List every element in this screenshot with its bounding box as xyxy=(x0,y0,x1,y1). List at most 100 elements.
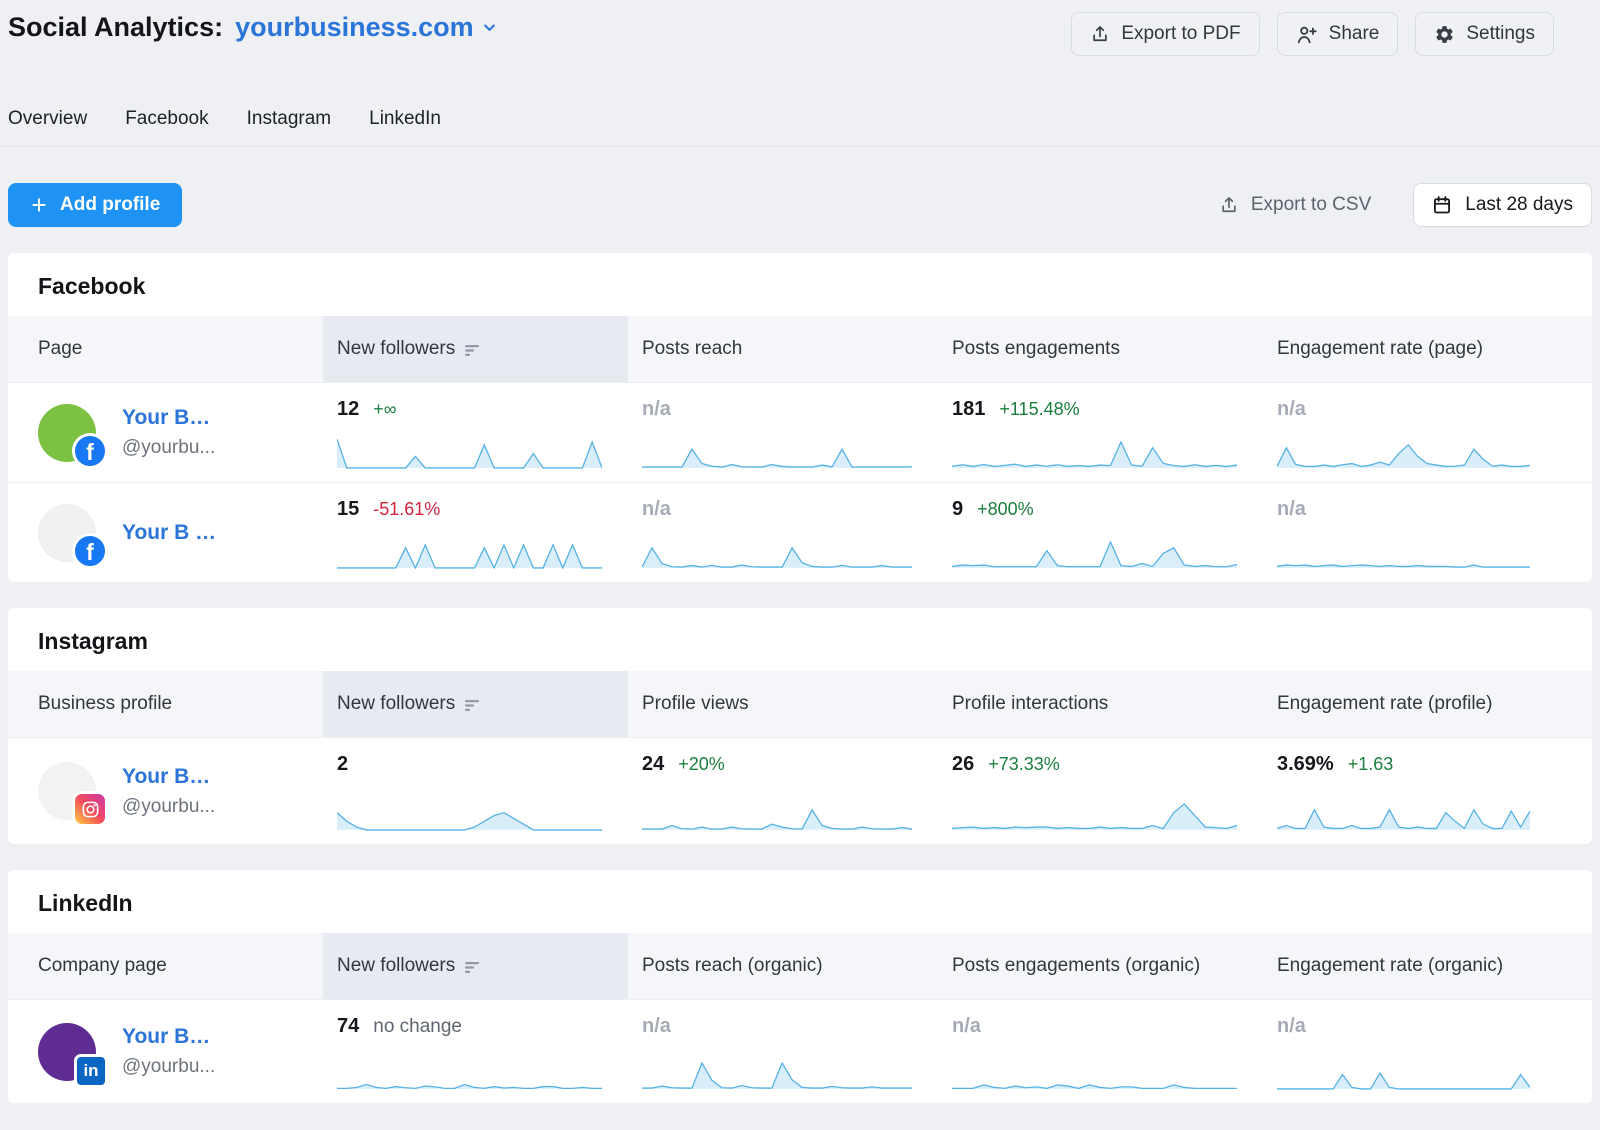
upload-icon xyxy=(1219,195,1239,215)
metric-delta: +73.33% xyxy=(988,754,1060,775)
column-header-label: New followers xyxy=(337,955,455,977)
column-header-profile-views[interactable]: Profile views xyxy=(628,671,938,737)
app-title: Social Analytics: xyxy=(8,12,223,43)
sparkline xyxy=(1277,799,1530,831)
metric-cell: 15-51.61% xyxy=(323,483,628,582)
column-header-label: Posts engagements xyxy=(952,338,1120,360)
sparkline-chart xyxy=(952,799,1237,831)
sparkline-chart xyxy=(1277,1058,1530,1090)
toolbar-right: Export to CSV Last 28 days xyxy=(1219,183,1592,227)
sort-descending-icon xyxy=(465,961,481,974)
column-header-label: Posts reach xyxy=(642,338,742,360)
profile-handle: @yourbu... xyxy=(122,437,215,459)
metric-cell: n/a xyxy=(628,1000,938,1103)
column-header-new-followers[interactable]: New followers xyxy=(323,316,628,382)
sparkline xyxy=(337,799,602,831)
metric-cell: 12+∞ xyxy=(323,383,628,482)
sparkline-chart xyxy=(1277,799,1530,831)
sparkline xyxy=(642,1058,912,1090)
profile-name-link[interactable]: Your B… xyxy=(122,1025,215,1049)
metric-cell: n/a xyxy=(628,483,938,582)
metric-value: n/a xyxy=(1277,1015,1306,1038)
metric-value: 3.69% xyxy=(1277,753,1334,776)
column-header-business-profile[interactable]: Business profile xyxy=(8,671,323,737)
column-header-new-followers[interactable]: New followers xyxy=(323,671,628,737)
export-pdf-button[interactable]: Export to PDF xyxy=(1071,12,1259,56)
metric-header: 2 xyxy=(337,753,602,780)
column-header-posts-engagements[interactable]: Posts engagements xyxy=(938,316,1263,382)
metric-header: n/a xyxy=(1277,1015,1530,1042)
column-header-label: New followers xyxy=(337,338,455,360)
project-name: yourbusiness.com xyxy=(235,12,474,43)
sparkline xyxy=(1277,437,1530,469)
tab-facebook[interactable]: Facebook xyxy=(125,106,208,132)
sparkline xyxy=(952,1058,1237,1090)
sparkline xyxy=(952,537,1237,569)
metric-value: n/a xyxy=(642,398,671,421)
sparkline xyxy=(1277,1058,1530,1090)
metric-header: 9+800% xyxy=(952,498,1237,525)
sparkline xyxy=(337,1058,602,1090)
column-header-new-followers[interactable]: New followers xyxy=(323,933,628,999)
column-header-label: Engagement rate (profile) xyxy=(1277,693,1492,715)
tab-linkedin[interactable]: LinkedIn xyxy=(369,106,441,132)
section-title: Instagram xyxy=(8,608,1592,671)
metric-header: n/a xyxy=(642,1015,912,1042)
tab-divider xyxy=(0,146,1600,147)
settings-button[interactable]: Settings xyxy=(1415,12,1554,56)
column-header-page[interactable]: Page xyxy=(8,316,323,382)
sparkline-chart xyxy=(952,1058,1237,1090)
column-header-posts-reach[interactable]: Posts reach xyxy=(628,316,938,382)
tab-instagram[interactable]: Instagram xyxy=(247,106,331,132)
avatar xyxy=(38,762,96,820)
metric-header: n/a xyxy=(1277,398,1530,425)
column-header-company-page[interactable]: Company page xyxy=(8,933,323,999)
export-csv-button[interactable]: Export to CSV xyxy=(1219,194,1371,216)
profile-name-link[interactable]: Your B… xyxy=(122,765,215,789)
metric-cell: 2 xyxy=(323,738,628,844)
linkedin-section: LinkedInCompany page New followers Posts r… xyxy=(8,870,1592,1103)
metric-value: 181 xyxy=(952,398,985,421)
metric-cell: 26+73.33% xyxy=(938,738,1263,844)
calendar-icon xyxy=(1432,195,1452,215)
sparkline xyxy=(1277,537,1530,569)
sparkline xyxy=(642,799,912,831)
add-profile-button[interactable]: Add profile xyxy=(8,183,182,227)
section-title: LinkedIn xyxy=(8,870,1592,933)
sparkline xyxy=(337,437,602,469)
table-row: fYour B…@yourbu...12+∞n/a181+115.48%n/a xyxy=(8,382,1592,482)
tab-overview[interactable]: Overview xyxy=(8,106,87,132)
table-row: Your B… @yourbu... 2 24+20% 26+73.33% 3.69%+1… xyxy=(8,737,1592,844)
instagram-icon xyxy=(72,791,108,827)
header-actions: Export to PDF Share Settings xyxy=(1071,12,1554,56)
column-header-posts-reach-organic[interactable]: Posts reach (organic) xyxy=(628,933,938,999)
metric-header: 3.69%+1.63 xyxy=(1277,753,1530,780)
chevron-down-icon xyxy=(480,18,499,37)
metric-header: n/a xyxy=(952,1015,1237,1042)
sparkline-chart xyxy=(337,1058,602,1090)
metric-value: 74 xyxy=(337,1015,359,1038)
column-header-engagement-rate-organic[interactable]: Engagement rate (organic) xyxy=(1263,933,1592,999)
column-header-profile-interactions[interactable]: Profile interactions xyxy=(938,671,1263,737)
column-header-posts-engagements-organic[interactable]: Posts engagements (organic) xyxy=(938,933,1263,999)
metric-header: 26+73.33% xyxy=(952,753,1237,780)
metric-delta: +800% xyxy=(977,499,1034,520)
metric-cell: 24+20% xyxy=(628,738,938,844)
profile-handle: @yourbu... xyxy=(122,796,215,818)
project-selector[interactable]: yourbusiness.com xyxy=(235,12,499,43)
metric-value: n/a xyxy=(1277,398,1306,421)
instagram-section: InstagramBusiness profileNew followersPr… xyxy=(8,608,1592,844)
page-title: Social Analytics: yourbusiness.com xyxy=(8,12,499,43)
profile-name-link[interactable]: Your B … xyxy=(122,521,216,545)
column-header-engagement-rate-page[interactable]: Engagement rate (page) xyxy=(1263,316,1592,382)
profile-name-link[interactable]: Your B… xyxy=(122,406,215,430)
profile-cell: fYour B…@yourbu... xyxy=(8,383,323,482)
sort-descending-icon xyxy=(465,699,481,712)
column-header-engagement-rate-profile[interactable]: Engagement rate (profile) xyxy=(1263,671,1592,737)
date-range-button[interactable]: Last 28 days xyxy=(1413,183,1592,227)
person-plus-icon xyxy=(1296,24,1318,45)
metric-value: 12 xyxy=(337,398,359,421)
share-button[interactable]: Share xyxy=(1277,12,1399,56)
column-header-label: Posts engagements (organic) xyxy=(952,955,1200,977)
export-csv-label: Export to CSV xyxy=(1251,194,1371,216)
